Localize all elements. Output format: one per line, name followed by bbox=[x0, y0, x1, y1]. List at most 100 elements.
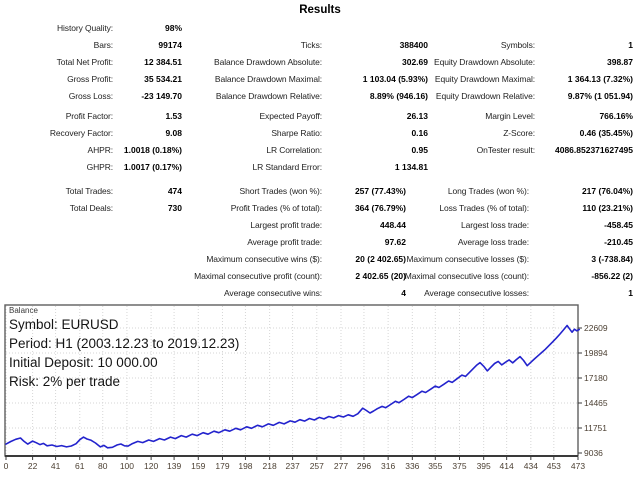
chart-annotation-symbol: Symbol: EURUSD bbox=[9, 317, 119, 332]
page-title: Results bbox=[299, 4, 341, 16]
stat-value: 12 384.51 bbox=[144, 56, 182, 67]
stat-value: 730 bbox=[167, 202, 182, 213]
stat-value: 1 bbox=[628, 287, 633, 298]
stat-row: Average profit trade: 97.62 Average loss t… bbox=[0, 233, 640, 250]
stat-row: Recovery Factor: 9.08 Sharpe Ratio: 0.16 Z-S… bbox=[0, 124, 640, 141]
stat-value: 1 134.81 bbox=[394, 161, 428, 172]
y-tick-label: 14465 bbox=[584, 398, 608, 408]
stat-label: Equity Drawdown Relative: bbox=[435, 90, 535, 101]
stat-value: 1 364.13 (7.32%) bbox=[567, 73, 633, 84]
stat-value: 388400 bbox=[399, 39, 428, 50]
stat-value: 302.69 bbox=[402, 56, 428, 67]
stat-label: Average consecutive wins: bbox=[224, 287, 322, 298]
stat-row: Average consecutive wins: 4 Average consec… bbox=[0, 284, 640, 301]
stat-label: Average consecutive losses: bbox=[424, 287, 529, 298]
stat-label: Total Deals: bbox=[69, 202, 113, 213]
stat-label: OnTester result: bbox=[476, 144, 536, 155]
stat-value: 398.87 bbox=[607, 56, 633, 67]
stat-label: Average profit trade: bbox=[247, 236, 322, 247]
chart-series-label: Balance bbox=[9, 306, 38, 315]
x-tick-label: 316 bbox=[381, 461, 395, 471]
y-tick-label: 11751 bbox=[584, 423, 607, 433]
stat-value: 2 402.65 (20) bbox=[355, 270, 406, 281]
x-tick-label: 100 bbox=[120, 461, 134, 471]
stat-label: Symbols: bbox=[500, 39, 535, 50]
stats-table: History Quality: 98% Bars: 99174 Ticks: 38840… bbox=[0, 19, 640, 301]
stat-label: Long Trades (won %): bbox=[447, 185, 529, 196]
chart-annotation-risk: Risk: 2% per trade bbox=[9, 374, 121, 389]
stat-value: 1 bbox=[628, 39, 633, 50]
stat-label: Sharpe Ratio: bbox=[271, 127, 322, 138]
stat-label: Balance Drawdown Maximal: bbox=[214, 73, 322, 84]
stat-row: Total Net Profit: 12 384.51 Balance Drawdo… bbox=[0, 53, 640, 70]
stat-label: LR Standard Error: bbox=[252, 161, 322, 172]
stat-row: Gross Loss: -23 149.70 Balance Drawdown Re… bbox=[0, 87, 640, 104]
stat-label: Margin Level: bbox=[485, 110, 535, 121]
stat-label: Profit Trades (% of total): bbox=[230, 202, 322, 213]
stat-row: Bars: 99174 Ticks: 388400 Symbols: 1 bbox=[0, 36, 640, 53]
stat-label: Gross Loss: bbox=[68, 90, 113, 101]
stat-label: Maximal consecutive profit (count): bbox=[194, 270, 322, 281]
x-tick-label: 80 bbox=[98, 461, 108, 471]
x-tick-label: 179 bbox=[215, 461, 229, 471]
x-tick-label: 395 bbox=[477, 461, 491, 471]
x-tick-label: 159 bbox=[191, 461, 205, 471]
x-tick-label: 375 bbox=[452, 461, 466, 471]
stat-label: Loss Trades (% of total): bbox=[439, 202, 529, 213]
stat-value: 4 bbox=[401, 287, 406, 298]
x-tick-label: 257 bbox=[310, 461, 324, 471]
y-tick-label: 19894 bbox=[584, 348, 608, 358]
stat-value: 9.08 bbox=[165, 127, 182, 138]
x-tick-label: 453 bbox=[547, 461, 561, 471]
x-tick-label: 237 bbox=[286, 461, 300, 471]
stat-label: Maximum consecutive wins ($): bbox=[206, 253, 322, 264]
y-tick-label: 22609 bbox=[584, 323, 608, 333]
stat-value: 97.62 bbox=[384, 236, 406, 247]
x-tick-label: 41 bbox=[51, 461, 61, 471]
stat-row: History Quality: 98% bbox=[0, 19, 640, 36]
stat-value: 8.89% (946.16) bbox=[369, 90, 428, 101]
stat-value: 0.46 (35.45%) bbox=[579, 127, 633, 138]
stat-value: 0.95 bbox=[411, 144, 428, 155]
chart-annotations: Symbol: EURUSD Period: H1 (2003.12.23 to… bbox=[9, 315, 239, 391]
stat-value: 35 534.21 bbox=[144, 73, 182, 84]
stat-label: Equity Drawdown Maximal: bbox=[434, 73, 535, 84]
stat-label: Average loss trade: bbox=[457, 236, 529, 247]
stat-value: 4086.852371627495 bbox=[555, 144, 633, 155]
stats-block-3: Total Trades: 474 Short Trades (won %): 257… bbox=[0, 182, 640, 301]
stat-value: -23 149.70 bbox=[141, 90, 182, 101]
x-tick-label: 198 bbox=[238, 461, 252, 471]
stat-label: Short Trades (won %): bbox=[239, 185, 323, 196]
stat-label: Expected Payoff: bbox=[259, 110, 322, 121]
stat-row: GHPR: 1.0017 (0.17%) LR Standard Error: 1 1… bbox=[0, 158, 640, 175]
stat-label: Largest profit trade: bbox=[250, 219, 322, 230]
stat-label: Total Trades: bbox=[65, 185, 113, 196]
stat-label: Total Net Profit: bbox=[56, 56, 114, 67]
balance-line bbox=[5, 324, 581, 449]
stat-row: Gross Profit: 35 534.21 Balance Drawdown M… bbox=[0, 70, 640, 87]
stat-value: 474 bbox=[167, 185, 182, 196]
stat-value: 1.0017 (0.17%) bbox=[123, 161, 182, 172]
x-tick-label: 296 bbox=[357, 461, 371, 471]
stat-label: Largest loss trade: bbox=[460, 219, 529, 230]
x-tick-label: 355 bbox=[428, 461, 442, 471]
stat-value: 9.87% (1 051.94) bbox=[567, 90, 633, 101]
x-tick-label: 473 bbox=[571, 461, 585, 471]
stat-value: 1 103.04 (5.93%) bbox=[362, 73, 428, 84]
y-tick-label: 17180 bbox=[584, 373, 608, 383]
stat-value: 99174 bbox=[158, 39, 182, 50]
x-tick-label: 277 bbox=[334, 461, 348, 471]
x-tick-label: 336 bbox=[405, 461, 419, 471]
stat-label: Maximum consecutive losses ($): bbox=[406, 253, 529, 264]
stat-value: -458.45 bbox=[604, 219, 633, 230]
stat-label: Ticks: bbox=[300, 39, 322, 50]
stat-label: Recovery Factor: bbox=[49, 127, 113, 138]
stat-label: Maximal consecutive loss (count): bbox=[404, 270, 529, 281]
x-tick-label: 139 bbox=[167, 461, 181, 471]
stat-label: Z-Score: bbox=[503, 127, 535, 138]
x-tick-label: 61 bbox=[75, 461, 85, 471]
stat-value: 766.16% bbox=[599, 110, 633, 121]
stat-row: Maximal consecutive profit (count): 2 402… bbox=[0, 267, 640, 284]
x-tick-label: 120 bbox=[144, 461, 158, 471]
